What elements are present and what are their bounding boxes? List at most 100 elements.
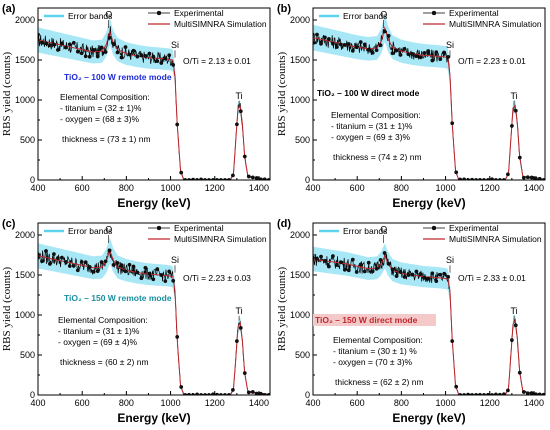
y-axis-title: RBS yield (counts) [1,52,13,137]
experimental-point [167,269,172,274]
experimental-point [430,271,435,276]
y-tick-label: 2000 [290,15,310,25]
experimental-point [434,50,439,55]
x-tick-label: 1000 [161,398,181,408]
plot-frame [312,7,546,181]
y-tick-label: 1000 [290,95,310,105]
titanium-fraction: - titanium = (30 ± 1) % [333,346,417,356]
oti-ratio: O/Ti = 2.23 ± 0.01 [458,56,526,66]
panel-b: 400 600 800 1000 1200 1400 0 500 1000 1500 2000 Ene… [275,0,550,215]
plot-area [313,15,545,180]
experimental-point [95,269,100,273]
panel-label: (d) [277,218,291,230]
deposition-mode: TiO₂ – 150 W direct mode [315,315,418,325]
experimental-point [91,269,96,274]
experimental-point [513,323,518,328]
experimental-point [370,269,375,274]
legend-simulation: MultiSIMNRA Simulation [174,19,267,29]
experimental-point [319,41,323,46]
experimental-point [370,50,375,55]
x-axis-title: Energy (keV) [117,196,190,210]
experimental-point [159,273,164,277]
x-tick-label: 600 [350,183,365,193]
panel-label: (a) [2,3,16,15]
experimental-point [382,29,387,34]
experimental-point [338,42,343,47]
rbs-chart-3: 400 600 800 1000 1200 1400 0 500 1000 1500 2000 Ene… [276,218,546,425]
legend-error-bands: Error bands [68,226,112,236]
experimental-point [63,259,68,264]
experimental-point [48,43,52,48]
experimental-point [438,272,443,277]
experimental-point [91,48,96,52]
experimental-point [147,51,152,56]
experimental-point [315,256,319,261]
experimental-point [505,172,510,177]
experimental-point [127,262,132,267]
experimental-point [131,264,136,269]
plot-frame [312,222,546,396]
experimental-point [442,50,447,55]
experimental-point [107,35,112,40]
experimental-point [167,53,172,58]
experimental-point [67,42,72,47]
oxygen-fraction: - oxygen = (68 ± 3)% [60,114,140,124]
y-axis-title: RBS yield (counts) [1,267,13,352]
y-tick-label: 500 [20,350,35,360]
peak-label-O: O [380,10,387,20]
experimental-point [426,49,431,53]
experimental-point [410,52,415,56]
experimental-point [199,177,203,180]
peak-label-O: O [380,225,387,235]
experimental-point [315,32,319,37]
y-tick-label: 500 [295,135,310,145]
elemental-composition-heading: Elemental Composition: [333,335,423,345]
elemental-composition-heading: Elemental Composition: [58,315,148,325]
experimental-point [139,276,144,281]
x-tick-label: 1400 [249,183,269,193]
experimental-point [135,270,140,275]
experimental-point [63,45,68,50]
elemental-composition-heading: Elemental Composition: [60,92,150,102]
experimental-point [40,40,44,45]
experimental-point [111,263,116,267]
oxygen-fraction: - oxygen = (69 ± 3)% [331,132,411,142]
experimental-point [338,260,343,265]
y-tick-label: 1000 [15,310,35,320]
experimental-point [163,279,168,284]
experimental-point [517,155,522,160]
y-tick-label: 0 [30,175,35,185]
experimental-point [139,53,144,58]
experimental-point [83,260,88,265]
y-tick-label: 0 [305,390,310,400]
x-axis-title: Energy (keV) [392,411,465,425]
experimental-point [179,385,184,389]
y-tick-label: 500 [20,135,35,145]
experimental-point [331,41,335,46]
legend-experimental-marker [156,225,162,231]
experimental-point [450,339,455,344]
experimental-point [111,42,116,46]
experimental-point [525,175,530,180]
legend-experimental-marker [431,10,437,16]
y-tick-label: 1500 [290,270,310,280]
experimental-point [95,54,100,59]
experimental-point [79,51,84,56]
x-tick-label: 600 [75,398,90,408]
film-thickness: thickness = (60 ± 2) nm [60,357,149,367]
x-tick-label: 400 [30,398,45,408]
experimental-point [331,254,335,258]
experimental-point [143,265,148,270]
experimental-point [71,264,76,268]
experimental-point [414,269,419,274]
legend-simulation: MultiSIMNRA Simulation [449,19,542,29]
plot-area [38,237,270,395]
y-tick-label: 2000 [15,230,35,240]
experimental-point [159,61,164,65]
experimental-point [366,47,371,52]
x-tick-label: 1000 [436,183,456,193]
experimental-point [246,174,251,179]
x-tick-label: 1200 [480,183,500,193]
experimental-point [513,108,518,113]
